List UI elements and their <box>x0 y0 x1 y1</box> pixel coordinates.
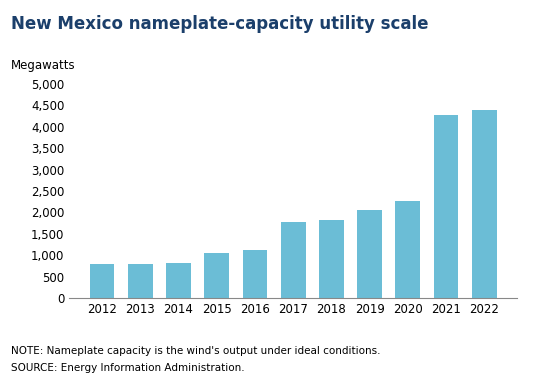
Bar <box>281 222 305 298</box>
Text: NOTE: Nameplate capacity is the wind's output under ideal conditions.: NOTE: Nameplate capacity is the wind's o… <box>11 346 380 356</box>
Text: Megawatts: Megawatts <box>11 59 75 72</box>
Bar <box>434 115 458 298</box>
Bar <box>472 110 497 298</box>
Bar <box>395 201 420 298</box>
Bar <box>243 250 268 298</box>
Bar <box>128 264 152 298</box>
Text: New Mexico nameplate-capacity utility scale: New Mexico nameplate-capacity utility sc… <box>11 15 428 33</box>
Bar <box>204 253 229 298</box>
Bar <box>166 263 191 298</box>
Text: SOURCE: Energy Information Administration.: SOURCE: Energy Information Administratio… <box>11 363 244 373</box>
Bar <box>319 220 344 298</box>
Bar <box>357 210 382 298</box>
Bar <box>90 264 115 298</box>
